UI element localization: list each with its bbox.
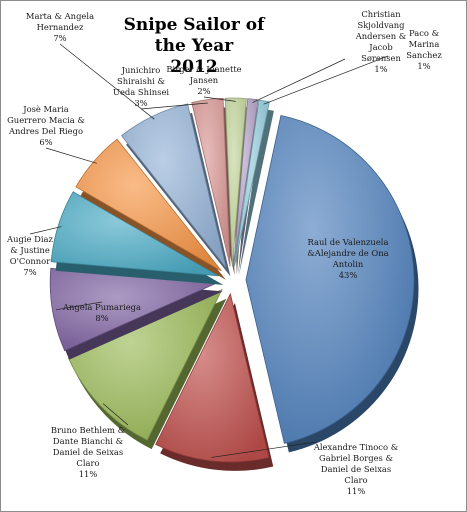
data-label-6: Josè Maria Guerrero Macia & Andres Del Rie… [7, 104, 85, 147]
leader-line-7 [59, 43, 155, 120]
data-label-8: Junichiro Shiraishi & Ueda Shinsei 3% [113, 65, 169, 108]
pie-slice-3 [67, 288, 223, 441]
data-label-text: Shiraishi & [117, 76, 166, 86]
data-label-percent: 43% [339, 270, 358, 280]
data-label-percent: 8% [95, 313, 108, 323]
pie-slice-1 [245, 115, 415, 444]
chart-title-line-1: Snipe Sailor of the Year [123, 15, 265, 56]
data-label-5: Augie Diaz & Justine O'Connor 7% [6, 234, 53, 277]
data-label-text: Sørensen [361, 53, 401, 63]
leader-line-6 [45, 147, 97, 164]
data-label-text: Angela Pumariega [62, 302, 141, 312]
data-label-text: Marta & Angela [26, 11, 94, 21]
data-label-text: Jansen [189, 75, 219, 85]
pie-slice-9 [224, 97, 247, 267]
pie-slice-2 [155, 292, 270, 463]
data-label-10: Christian Skjoldvang Andersen & Jacob Sørens… [355, 9, 407, 74]
data-label-3: Bruno Bethlem & Dante Bianchi & Daniel de … [51, 425, 126, 479]
slices-layer [49, 97, 419, 471]
data-label-text: Andersen & [355, 31, 407, 41]
data-label-text: Skjoldvang [358, 20, 406, 30]
data-label-text: Alexandre Tinoco & [313, 442, 399, 452]
data-label-percent: 2% [197, 86, 210, 96]
data-label-11: Paco & Marina Sanchez 1% [406, 28, 442, 71]
pie-slice-8 [191, 97, 231, 267]
leader-line-4 [55, 301, 103, 311]
data-label-text: Gabriel Borges & [319, 453, 394, 463]
leader-line-5 [29, 226, 62, 235]
leader-line-9 [203, 96, 236, 102]
leader-line-10 [252, 58, 346, 103]
data-label-9: Birger & Jeanette Jansen 2% [166, 64, 241, 96]
leader-line-2 [211, 441, 317, 458]
data-label-text: Bruno Bethlem & [51, 425, 126, 435]
data-label-text: &Alejandre de Ona [307, 248, 388, 258]
data-label-percent: 1% [417, 61, 430, 71]
data-label-text: Antolin [332, 259, 364, 269]
data-label-percent: 6% [39, 137, 52, 147]
pie-slice-5 [50, 191, 219, 277]
data-label-text: Sanchez [406, 50, 442, 60]
pie-slice-6 [75, 138, 222, 272]
chart-title: Snipe Sailor of the Year 2012 [109, 15, 279, 78]
data-label-text: Paco & [409, 28, 440, 38]
data-label-text: Marina [409, 39, 440, 49]
data-label-percent: 3% [134, 98, 147, 108]
data-label-2: Alexandre Tinoco & Gabriel Borges & Daniel… [313, 442, 399, 496]
data-label-text: Guerrero Macia & [7, 115, 85, 125]
data-label-text: Ueda Shinsei [113, 87, 169, 97]
data-label-text: Hernandez [37, 22, 84, 32]
data-label-text: Josè Maria [22, 104, 69, 114]
data-labels: Raul de Valenzuela &Alejandre de Ona Antol… [6, 9, 442, 496]
pie-slice-4 [49, 267, 219, 352]
data-label-text: Raul de Valenzuela [308, 237, 389, 247]
leader-line-3 [102, 403, 129, 426]
data-label-percent: 7% [23, 267, 36, 277]
data-label-7: Marta & Angela Hernandez 7% [26, 11, 94, 43]
data-label-percent: 7% [53, 33, 66, 43]
data-label-text: Jacob [368, 42, 392, 52]
leader-line-11 [263, 55, 389, 105]
chart-title-line-2: 2012 [170, 57, 218, 77]
data-label-text: Daniel de Seixas [321, 464, 391, 474]
data-label-text: Christian [361, 9, 401, 19]
data-label-text: Birger & Jeanette [166, 64, 241, 74]
data-label-percent: 1% [374, 64, 387, 74]
data-label-text: & Justine [10, 245, 50, 255]
data-label-text: O'Connor [10, 256, 50, 266]
leader-line-8 [140, 102, 208, 110]
data-label-percent: 11% [79, 469, 98, 479]
data-label-text: Andres Del Riego [8, 126, 83, 136]
data-label-1: Raul de Valenzuela &Alejandre de Ona Antol… [307, 237, 388, 280]
data-label-text: Dante Bianchi & [53, 436, 124, 446]
data-label-text: Junichiro [121, 65, 161, 75]
pie-slice-rim-11 [238, 109, 274, 276]
data-label-text: Claro [344, 475, 367, 485]
leader-lines [29, 43, 389, 458]
data-label-text: Augie Diaz [6, 234, 53, 244]
data-label-text: Claro [76, 458, 99, 468]
data-label-percent: 11% [347, 486, 366, 496]
pie-slice-7 [120, 103, 227, 268]
data-label-4: Angela Pumariega 8% [62, 302, 141, 323]
data-label-text: Daniel de Seixas [53, 447, 123, 457]
